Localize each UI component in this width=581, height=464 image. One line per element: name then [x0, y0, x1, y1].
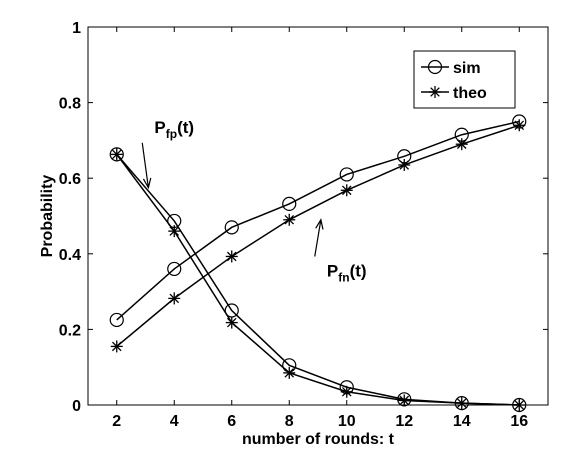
data-point-theo-fp	[340, 385, 353, 398]
legend-marker-sim	[427, 59, 443, 75]
legend-box	[413, 50, 516, 109]
data-point-theo-fn	[398, 158, 411, 171]
data-point-theo-fp	[283, 366, 296, 379]
legend-marker-theo	[429, 86, 441, 98]
annotation-label: Pfn(t)	[327, 261, 367, 284]
data-point-theo-fp	[168, 225, 181, 238]
data-point-sim-fp	[454, 396, 469, 411]
x-tick-label: 4	[170, 413, 179, 430]
data-point-sim-fn	[109, 312, 124, 328]
data-point-theo-fp	[225, 316, 238, 329]
x-tick-label: 16	[510, 413, 528, 430]
annotation-suffix: (t)	[177, 118, 194, 137]
annotation-arrow-line	[314, 219, 322, 257]
data-point-sim-fp	[109, 147, 124, 162]
series-line-theo-fn	[116, 124, 520, 347]
y-tick-label: 1	[72, 20, 81, 37]
series-line-theo-fp	[116, 153, 520, 406]
x-axis-title: number of rounds: t	[242, 431, 395, 448]
legend-label: theo	[453, 85, 487, 102]
y-tick-label: 0.2	[59, 322, 81, 339]
x-axis-ticks: 2 4 6 8 10 12 14 16	[112, 27, 528, 430]
data-point-theo-fn	[513, 119, 526, 132]
annotation-subscript: fp	[166, 127, 177, 141]
y-axis-title: Probability	[39, 175, 56, 258]
x-tick-label: 6	[227, 413, 236, 430]
data-point-sim-fn	[224, 220, 239, 235]
plot-lines	[116, 120, 520, 406]
annotation-suffix: (t)	[350, 261, 367, 280]
y-tick-label: 0.4	[59, 247, 81, 264]
data-point-sim-fn	[167, 261, 182, 277]
data-point-theo-fn	[340, 184, 353, 197]
y-axis-ticks: 0 0.2 0.4 0.6 0.8 1	[59, 20, 548, 415]
y-tick-label: 0.6	[59, 171, 81, 188]
data-point-theo-fn	[283, 213, 296, 226]
plot-markers	[109, 114, 527, 413]
annotation-subscript: fn	[338, 270, 349, 284]
data-point-theo-fp	[110, 148, 123, 161]
y-tick-label: 0.8	[59, 96, 81, 113]
legend-item-theo: theo	[421, 85, 487, 102]
x-tick-label: 10	[338, 413, 356, 430]
legend-label: sim	[453, 60, 481, 77]
data-point-sim-fn	[282, 196, 297, 212]
annotation-arrow-head	[142, 177, 152, 190]
annotation-arrow-head	[315, 218, 324, 230]
annotations: Pfp(t)Pfn(t)	[141, 118, 367, 284]
series-line-sim-fn	[116, 120, 520, 321]
annotation-label: Pfp(t)	[154, 118, 194, 141]
annotation-main: P	[154, 118, 165, 137]
annotation-arrow-line	[141, 142, 149, 188]
annotation-main: P	[327, 261, 338, 280]
legend: sim theo	[413, 50, 516, 109]
data-point-theo-fn	[168, 292, 181, 305]
y-tick-label: 0	[72, 398, 81, 415]
legend-item-sim: sim	[421, 59, 481, 77]
x-tick-label: 12	[395, 413, 413, 430]
data-point-theo-fn	[110, 340, 123, 353]
axes-box	[87, 26, 549, 406]
data-point-theo-fn	[225, 250, 238, 263]
x-tick-label: 14	[453, 413, 471, 430]
data-point-sim-fn	[339, 167, 354, 182]
x-tick-label: 2	[112, 413, 121, 430]
x-tick-label: 8	[285, 413, 294, 430]
data-point-theo-fn	[455, 138, 468, 151]
